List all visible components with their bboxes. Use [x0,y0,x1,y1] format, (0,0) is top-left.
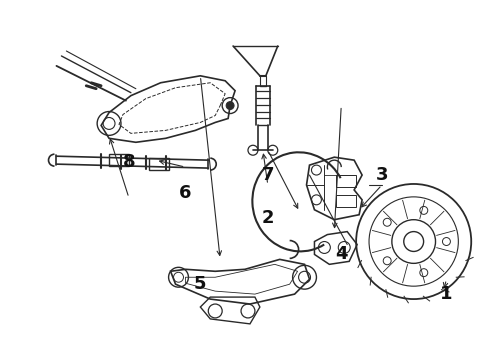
Text: 8: 8 [122,153,135,171]
Circle shape [226,102,234,109]
Text: 1: 1 [440,285,453,303]
Text: 6: 6 [179,184,192,202]
Bar [149,158,169,170]
Text: 5: 5 [194,275,207,293]
Bar [336,195,356,207]
Text: 4: 4 [335,246,347,264]
Bar [336,175,356,187]
Text: 3: 3 [376,166,388,184]
Text: 7: 7 [262,166,274,184]
Bar [109,154,129,166]
Text: 2: 2 [262,209,274,227]
